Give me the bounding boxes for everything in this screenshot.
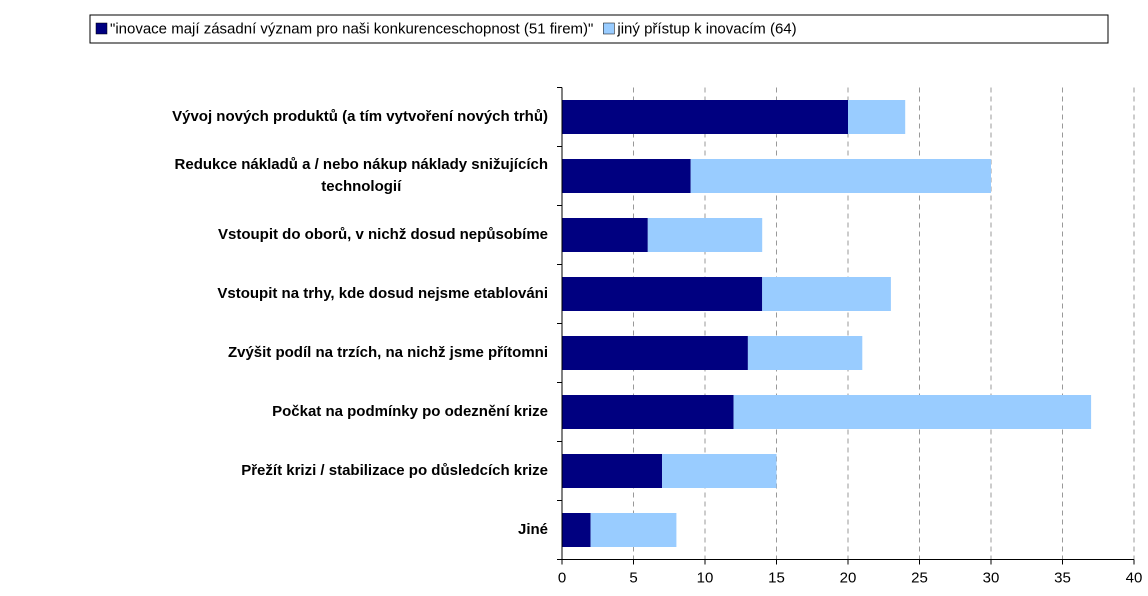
- x-tick-label: 30: [983, 569, 1000, 586]
- legend-swatch: [603, 22, 615, 35]
- bar: [562, 513, 591, 547]
- bar: [562, 218, 648, 252]
- x-tick-label: 35: [1054, 569, 1071, 586]
- bar: [647, 218, 763, 252]
- x-tick-label: 10: [697, 569, 714, 586]
- legend-label: jiný přístup k inovacím (64): [616, 20, 796, 37]
- bar: [590, 513, 677, 547]
- y-tick-label: Vstoupit na trhy, kde dosud nejsme etabl…: [217, 285, 548, 302]
- bar: [562, 454, 663, 488]
- x-tick-label: 5: [629, 569, 637, 586]
- y-tick-label: Vývoj nových produktů (a tím vytvoření n…: [172, 108, 548, 125]
- bar: [662, 454, 777, 488]
- y-tick-label: Vstoupit do oborů, v nichž dosud nepůsob…: [218, 226, 548, 243]
- x-tick-label: 0: [558, 569, 566, 586]
- bar: [562, 336, 748, 370]
- legend-label: "inovace mají zásadní význam pro naši ko…: [110, 20, 593, 37]
- bar: [562, 100, 848, 134]
- bar: [690, 159, 991, 193]
- bar: [747, 336, 863, 370]
- y-tick-label: Počkat na podmínky po odeznění krize: [272, 403, 548, 420]
- y-tick-label: Přežít krizi / stabilizace po důsledcích…: [241, 462, 548, 479]
- y-tick-label: Redukce nákladů a / nebo nákup náklady s…: [175, 156, 548, 195]
- x-tick-label: 15: [768, 569, 785, 586]
- y-tick-label: Zvýšit podíl na trzích, na nichž jsme př…: [228, 344, 548, 361]
- bar: [562, 159, 691, 193]
- x-tick-label: 25: [911, 569, 928, 586]
- x-tick-label: 40: [1126, 569, 1143, 586]
- bar: [762, 277, 891, 311]
- y-tick-label: Jiné: [518, 521, 548, 538]
- x-tick-label: 20: [840, 569, 857, 586]
- bar: [733, 395, 1092, 429]
- bar: [848, 100, 906, 134]
- bar: [562, 277, 763, 311]
- legend-box: [89, 14, 1109, 44]
- legend-swatch: [95, 22, 108, 35]
- bar: [562, 395, 734, 429]
